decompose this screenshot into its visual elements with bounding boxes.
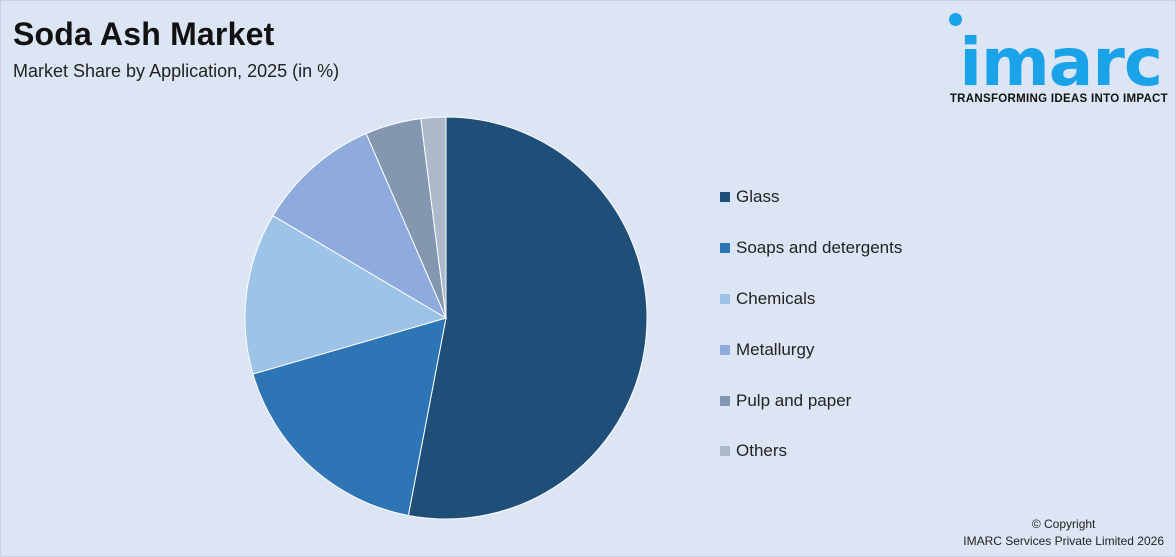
legend-label-chemicals: Chemicals [736, 288, 816, 308]
legend-label-glass: Glass [736, 187, 780, 207]
legend-item-chemicals: Chemicals [720, 274, 902, 325]
pie-slice-glass [407, 116, 648, 520]
legend-swatch-soaps-and-detergents [720, 243, 730, 254]
imarc-logo: imarc TRANSFORMING IDEAS INTO IMPACT [938, 12, 1168, 112]
pie-slice-chemicals [244, 214, 448, 375]
copyright-line-2: IMARC Services Private Limited 2026 [963, 534, 1164, 548]
pie-slice-others [420, 116, 447, 319]
legend-swatch-pulp-and-paper [720, 395, 730, 406]
copyright-notice: © Copyright IMARC Services Private Limit… [963, 516, 1164, 550]
legend-item-pulp-and-paper: Pulp and paper [720, 375, 902, 426]
legend-item-others: Others [720, 426, 902, 477]
legend-swatch-others [720, 446, 730, 457]
copyright-line-1: © Copyright [1031, 517, 1096, 531]
chart-subtitle: Market Share by Application, 2025 (in %) [13, 61, 340, 81]
chart-title: Soda Ash Market [13, 16, 275, 52]
legend-item-glass: Glass [720, 172, 902, 223]
legend-item-metallurgy: Metallurgy [720, 324, 902, 375]
legend-label-others: Others [736, 441, 788, 461]
logo-dot-icon [949, 13, 962, 26]
legend-label-pulp-and-paper: Pulp and paper [736, 390, 852, 410]
logo-tagline: TRANSFORMING IDEAS INTO IMPACT [949, 93, 1168, 105]
legend-swatch-chemicals [720, 293, 730, 304]
legend-label-metallurgy: Metallurgy [736, 339, 815, 359]
pie-slice-metallurgy [272, 132, 448, 320]
legend-label-soaps-and-detergents: Soaps and detergents [736, 238, 903, 258]
legend-swatch-metallurgy [720, 344, 730, 355]
legend-item-soaps-and-detergents: Soaps and detergents [720, 223, 902, 274]
legend-swatch-glass [720, 192, 730, 203]
chart-legend: Glass Soaps and detergents Chemicals Metall… [720, 172, 902, 477]
logo-wordmark: imarc [959, 24, 1163, 101]
pie-slice-soaps-and-detergents [252, 317, 447, 517]
